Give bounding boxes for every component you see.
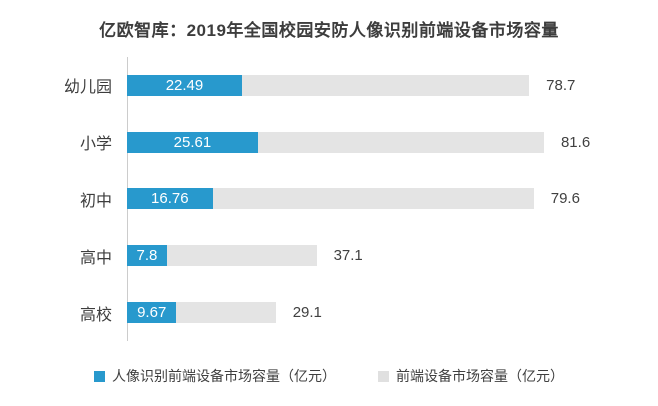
legend-item-face-recognition: 人像识别前端设备市场容量（亿元） bbox=[94, 366, 336, 386]
bar-face-recognition-market: 22.49 bbox=[127, 74, 242, 96]
plot-area: 幼儿园 22.49 78.7 小学 25.61 81.6 初中 16.76 79.6 高中 7.8 3… bbox=[0, 57, 658, 341]
category-label: 初中 bbox=[79, 192, 112, 210]
bar-total-market bbox=[127, 245, 317, 267]
legend-swatch-icon bbox=[94, 370, 105, 382]
category-label: 小学 bbox=[79, 136, 112, 154]
chart-row: 初中 16.76 79.6 bbox=[0, 171, 658, 228]
value-label-total: 81.6 bbox=[560, 133, 591, 151]
value-label-total: 79.6 bbox=[550, 190, 580, 208]
bar-track: 7.8 37.1 bbox=[127, 245, 658, 267]
value-label-total: 29.1 bbox=[292, 304, 322, 322]
chart-row: 幼儿园 22.49 78.7 bbox=[0, 57, 658, 114]
category-label: 幼儿园 bbox=[63, 79, 112, 97]
value-label-total: 37.1 bbox=[333, 247, 363, 265]
category-label: 高校 bbox=[79, 306, 112, 324]
value-label-face-recognition: 16.76 bbox=[151, 190, 189, 208]
value-label-total: 78.7 bbox=[546, 76, 576, 94]
legend: 人像识别前端设备市场容量（亿元） 前端设备市场容量（亿元） bbox=[0, 366, 658, 386]
value-label-face-recognition: 9.67 bbox=[137, 304, 167, 322]
bar-total-market bbox=[127, 188, 534, 210]
chart-title: 亿欧智库：2019年全国校园安防人像识别前端设备市场容量 bbox=[99, 21, 559, 40]
legend-label: 前端设备市场容量（亿元） bbox=[396, 368, 564, 384]
bar-face-recognition-market: 9.67 bbox=[127, 302, 177, 324]
value-label-face-recognition: 7.8 bbox=[136, 247, 158, 265]
legend-label: 人像识别前端设备市场容量（亿元） bbox=[112, 368, 336, 384]
bar-face-recognition-market: 25.61 bbox=[127, 131, 258, 153]
bar-track: 22.49 78.7 bbox=[127, 74, 658, 96]
chart-row: 小学 25.61 81.6 bbox=[0, 114, 658, 171]
bar-face-recognition-market: 16.76 bbox=[127, 188, 213, 210]
bar-track: 25.61 81.6 bbox=[127, 131, 658, 153]
bar-face-recognition-market: 7.8 bbox=[127, 245, 167, 267]
bar-track: 16.76 79.6 bbox=[127, 188, 658, 210]
chart-row: 高中 7.8 37.1 bbox=[0, 227, 658, 284]
value-label-face-recognition: 22.49 bbox=[165, 76, 204, 94]
bar-track: 9.67 29.1 bbox=[127, 302, 658, 324]
legend-item-total: 前端设备市场容量（亿元） bbox=[378, 366, 564, 386]
chart-row: 高校 9.67 29.1 bbox=[0, 284, 658, 341]
legend-swatch-icon bbox=[378, 370, 389, 382]
category-label: 高中 bbox=[79, 249, 112, 267]
value-label-face-recognition: 25.61 bbox=[173, 133, 212, 151]
bar-rows: 幼儿园 22.49 78.7 小学 25.61 81.6 初中 16.76 79.6 高中 7.8 3… bbox=[0, 57, 658, 341]
